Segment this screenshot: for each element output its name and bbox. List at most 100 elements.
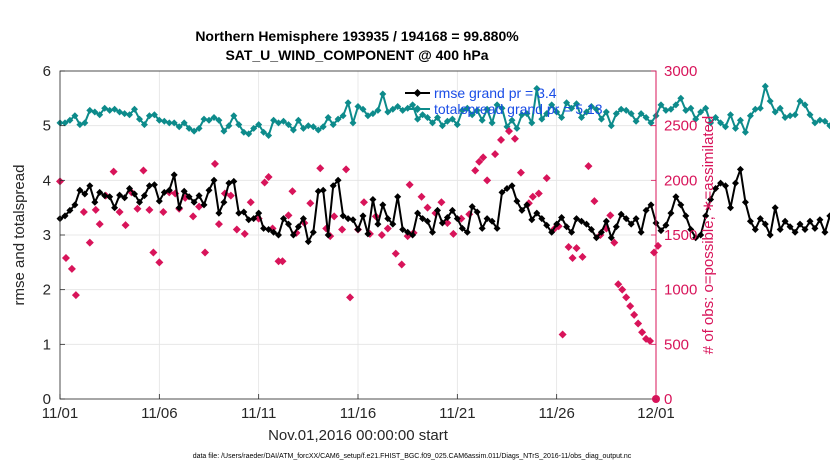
- spread-point: [806, 111, 814, 119]
- rmse-point: [140, 192, 148, 200]
- spread-point: [344, 99, 352, 107]
- obs-assimilated-point: [626, 302, 635, 311]
- spread-point: [657, 101, 665, 109]
- x-axis-label: Nov.01,2016 00:00:00 start: [268, 427, 449, 444]
- obs-assimilated-point: [516, 168, 525, 177]
- rmse-point: [702, 212, 710, 220]
- legend-spread-label: totalspread grand pr = 5.13: [434, 101, 603, 117]
- chart-title: Northern Hemisphere 193935 / 194168 = 99…: [195, 28, 519, 44]
- obs-assimilated-point: [79, 208, 88, 217]
- rmse-point: [136, 198, 143, 206]
- obs-assimilated-point: [155, 258, 164, 267]
- rmse-point: [791, 228, 799, 236]
- rmse-point: [498, 188, 506, 196]
- obs-assimilated-point: [572, 244, 581, 253]
- spread-point: [111, 105, 119, 113]
- spread-point: [126, 111, 133, 119]
- spread-point: [473, 106, 481, 114]
- obs-assimilated-point: [437, 198, 446, 207]
- spread-point: [791, 111, 799, 119]
- rmse-point: [796, 220, 804, 228]
- rmse-point: [145, 182, 153, 190]
- spread-point: [414, 115, 422, 123]
- spread-point: [602, 108, 610, 116]
- spread-point: [523, 110, 531, 118]
- spread-point: [434, 114, 441, 121]
- spread-point: [448, 115, 456, 123]
- spread-point: [429, 119, 436, 127]
- rmse-point: [602, 217, 610, 225]
- spread-point: [374, 106, 382, 114]
- rmse-point: [816, 216, 824, 224]
- spread-point: [260, 128, 268, 136]
- rmse-point: [568, 228, 576, 236]
- spread-point: [235, 121, 243, 129]
- rmse-point: [324, 231, 332, 239]
- plot-area: [56, 70, 830, 403]
- spread-point: [314, 126, 322, 134]
- obs-assimilated-point: [260, 178, 269, 187]
- rmse-point: [473, 208, 481, 216]
- rmse-point: [741, 198, 749, 206]
- spread-point: [583, 108, 590, 116]
- spread-point: [498, 104, 506, 112]
- rmse-point: [344, 215, 352, 223]
- rmse-point: [374, 220, 382, 228]
- spread-point: [220, 127, 228, 135]
- spread-point: [801, 101, 809, 109]
- obs-assimilated-point: [240, 229, 249, 238]
- rmse-point: [448, 206, 456, 214]
- rmse-point: [642, 206, 650, 214]
- series-observations: [56, 127, 662, 403]
- obs-assimilated-point: [61, 253, 70, 262]
- obs-assimilated-point: [264, 173, 273, 182]
- rmse-point: [329, 182, 337, 190]
- spread-point: [280, 117, 287, 125]
- rmse-point: [121, 194, 129, 202]
- spread-point: [270, 116, 278, 124]
- rmse-point: [558, 214, 566, 221]
- obs-assimilated-point: [483, 176, 492, 185]
- rmse-point: [245, 216, 253, 224]
- rmse-point: [96, 188, 104, 196]
- rmse-point: [319, 186, 327, 194]
- obs-assimilated-point: [145, 205, 154, 214]
- obs-assimilated-point: [71, 291, 80, 300]
- rmse-point: [419, 215, 427, 223]
- obs-assimilated-point: [91, 205, 100, 214]
- rmse-point: [126, 185, 133, 192]
- obs-assimilated-point: [423, 203, 432, 212]
- spread-point: [637, 110, 645, 118]
- rmse-point: [627, 220, 635, 228]
- y-tick-label: 5: [43, 118, 51, 135]
- rmse-point: [707, 196, 715, 203]
- obs-assimilated-point: [391, 249, 400, 258]
- rmse-point: [697, 231, 705, 239]
- rmse-point: [285, 220, 292, 228]
- rmse-point: [275, 231, 282, 239]
- spread-point: [746, 112, 754, 120]
- rmse-point: [712, 185, 720, 192]
- spread-point: [265, 132, 273, 139]
- spread-point: [712, 114, 720, 121]
- spread-point: [140, 121, 148, 129]
- rmse-point: [150, 181, 158, 189]
- obs-assimilated-point: [139, 166, 148, 175]
- rmse-point: [389, 220, 397, 228]
- spread-point: [587, 103, 595, 110]
- spread-point: [478, 116, 486, 124]
- y-axis-label: rmse and totalspread: [11, 165, 28, 306]
- spread-point: [230, 112, 238, 120]
- obs-assimilated-point: [606, 211, 615, 220]
- rmse-point: [210, 176, 218, 184]
- rmse-point: [334, 176, 342, 184]
- spread-point: [553, 108, 561, 116]
- spread-point: [245, 130, 253, 138]
- spread-point: [493, 101, 501, 109]
- spread-point: [424, 114, 431, 121]
- rmse-point: [677, 201, 685, 209]
- spread-point: [255, 121, 263, 129]
- rmse-point: [453, 215, 461, 223]
- spread-point: [677, 94, 685, 102]
- spread-point: [776, 104, 784, 112]
